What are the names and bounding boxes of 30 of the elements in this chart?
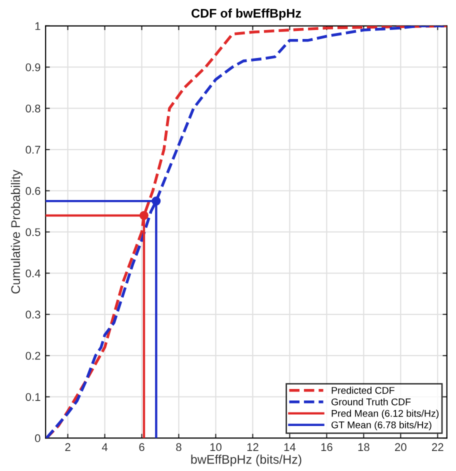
x-tick-label: 4: [102, 443, 108, 451]
x-tick-label: 2: [65, 443, 70, 451]
y-tick-label: 0.1: [26, 393, 40, 401]
y-tick-label: 0.9: [26, 63, 40, 72]
y-tick-label: 1: [35, 22, 40, 30]
line-series: [46, 26, 447, 438]
legend-label: Pred Mean (6.12 bits/Hz): [332, 410, 439, 419]
y-tick-label: 0.6: [26, 187, 40, 195]
x-tick-label: 6: [139, 443, 144, 452]
x-tick-label: 14: [284, 443, 296, 451]
legend-label: GT Mean (6.78 bits/Hz): [332, 421, 432, 430]
legend-label: Ground Truth CDF: [332, 398, 411, 406]
x-tick-label: 16: [321, 443, 332, 452]
x-tick-label: 10: [210, 443, 222, 452]
y-tick-label: 0: [34, 434, 40, 442]
x-tick-label: 20: [395, 443, 406, 452]
y-tick-label: 0.7: [26, 146, 40, 154]
y-tick-label: 0.2: [26, 352, 40, 360]
y-tick-label: 0.8: [26, 104, 40, 112]
x-tick-label: 22: [432, 443, 444, 451]
x-axis-title: bwEffBpHz (bits/Hz): [191, 454, 302, 466]
legend-label: Predicted CDF: [332, 386, 394, 394]
y-tick-label: 0.4: [26, 269, 40, 278]
x-tick-label: 18: [358, 443, 370, 452]
y-tick-label: 0.5: [26, 228, 40, 236]
x-tick-label: 8: [176, 443, 182, 452]
x-tick-label: 12: [247, 443, 258, 451]
y-axis-title: Cumulative Probability: [10, 170, 23, 294]
y-tick-label: 0.3: [26, 310, 40, 319]
chart-title: CDF of bwEffBpHz: [192, 8, 301, 20]
